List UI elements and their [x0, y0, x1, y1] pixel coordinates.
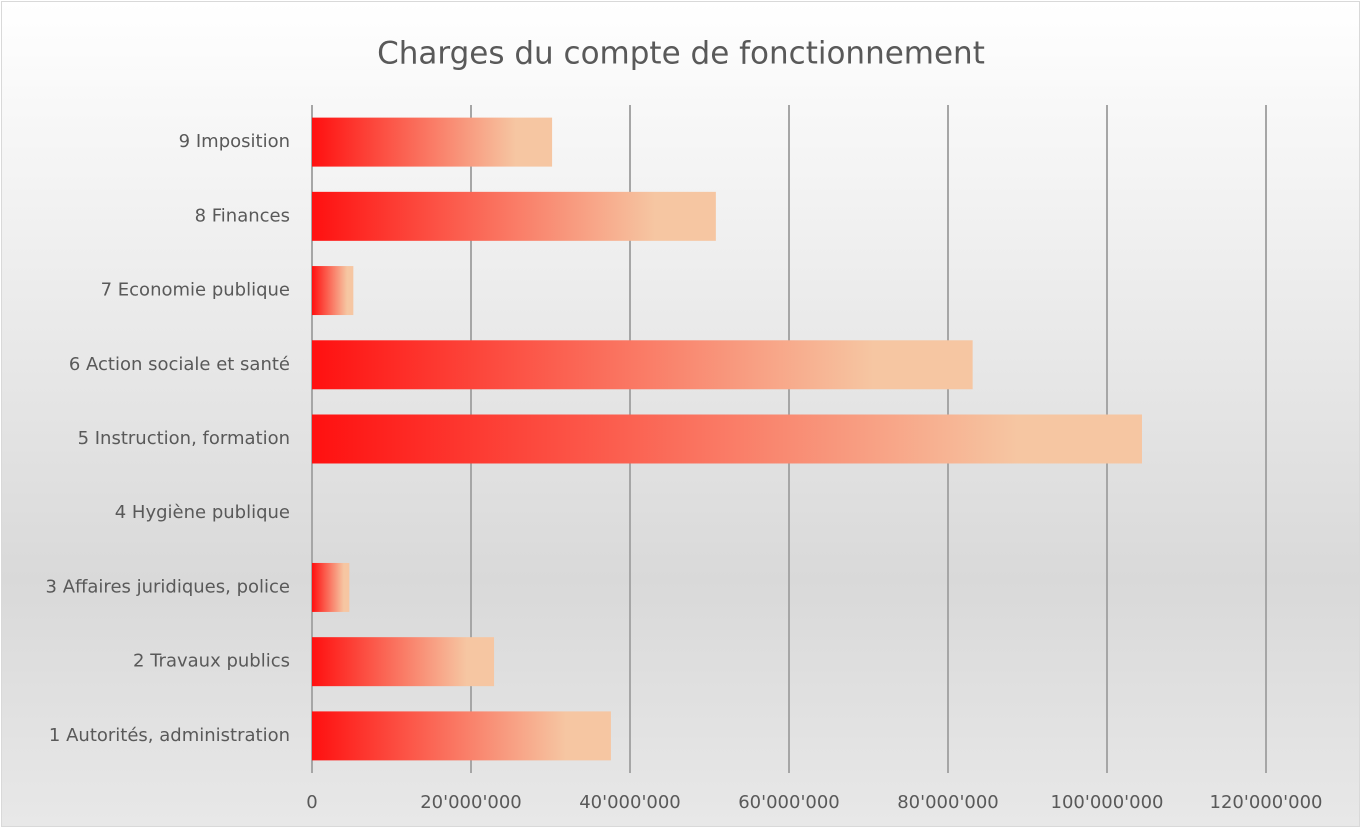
y-tick-label: 2 Travaux publics	[133, 651, 290, 672]
bar	[312, 562, 350, 612]
y-tick-label: 6 Action sociale et santé	[69, 354, 290, 375]
x-tick-label: 60'000'000	[738, 792, 840, 813]
y-tick-label: 1 Autorités, administration	[49, 725, 290, 746]
x-tick-label: 120'000'000	[1210, 792, 1323, 813]
y-tick-label: 7 Economie publique	[101, 280, 290, 301]
bar	[312, 637, 495, 687]
x-tick-label: 20'000'000	[420, 792, 522, 813]
y-tick-label: 5 Instruction, formation	[78, 428, 290, 449]
x-tick-label: 100'000'000	[1051, 792, 1164, 813]
x-tick-label: 0	[306, 792, 317, 813]
bar	[312, 414, 1142, 464]
y-tick-label: 8 Finances	[195, 205, 290, 226]
y-tick-label: 9 Imposition	[179, 131, 290, 152]
y-tick-label: 3 Affaires juridiques, police	[46, 576, 290, 597]
x-tick-label: 80'000'000	[897, 792, 999, 813]
y-tick-label: 4 Hygiène publique	[115, 502, 290, 523]
bar	[312, 191, 716, 241]
bar	[312, 117, 553, 167]
bar	[312, 711, 611, 761]
chart-title: Charges du compte de fonctionnement	[377, 36, 985, 72]
x-tick-label: 40'000'000	[579, 792, 681, 813]
bar	[312, 266, 354, 316]
bar	[312, 340, 973, 390]
